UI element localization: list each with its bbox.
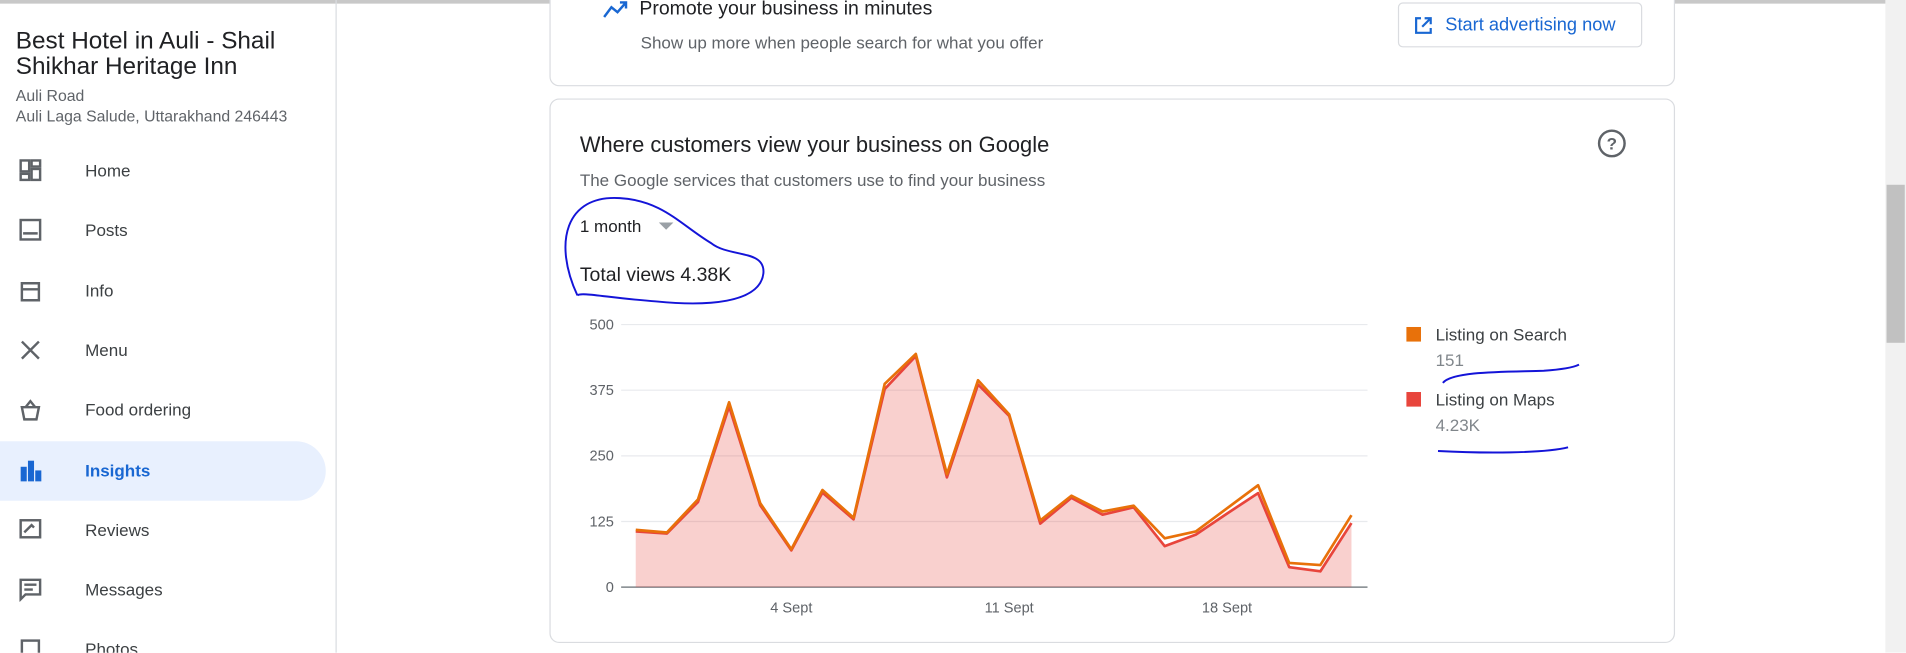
nav-item[interactable]: Messages (0, 560, 326, 620)
nav-label: Menu (85, 340, 128, 360)
nav-item[interactable]: Insights (0, 440, 326, 501)
plot-area: 0 125 250 375 500 4 Sept 11 Sept 18 Sept Listing… (590, 317, 1567, 616)
nav-icon (19, 219, 42, 242)
promo-title: Promote your business in minutes (639, 0, 933, 20)
insights-title: Where customers view your business on Go… (579, 132, 1050, 157)
nav-icon (19, 159, 42, 182)
nav-icon (20, 399, 41, 421)
nav-item[interactable]: Food ordering (0, 381, 326, 441)
nav-icon (21, 340, 40, 360)
nav-icon (20, 281, 41, 301)
address-line: Auli Laga Salude, Uttarakhand 246443 (15, 106, 288, 126)
legend-label: Listing on Search (1436, 325, 1567, 344)
promo-card: Promote your business in minutes Show up… (549, 0, 1676, 87)
insights-card: Where customers view your business on Go… (549, 98, 1676, 644)
business-name: Best Hotel in Auli - Shail Shikhar Herit… (15, 27, 276, 81)
dropdown-arrow (658, 222, 674, 230)
annotation-circle (564, 197, 765, 305)
nav-item[interactable]: Posts (0, 201, 326, 261)
nav-icon (19, 518, 42, 539)
y-tick-label: 125 (590, 514, 614, 530)
x-tick-label: 11 Sept (985, 601, 1034, 617)
x-tick-label: 4 Sept (770, 601, 812, 617)
nav-icon (20, 460, 42, 481)
y-tick-label: 375 (590, 383, 614, 399)
nav-item[interactable]: Reviews (0, 501, 326, 561)
help-icon-glyph: ? (1607, 135, 1617, 154)
area-fill (635, 356, 1352, 588)
legend-label: Listing on Maps (1436, 390, 1555, 409)
nav-label: Info (85, 280, 114, 300)
y-tick-label: 0 (606, 580, 614, 596)
nav-icon (20, 639, 41, 653)
nav-label: Food ordering (85, 400, 192, 420)
x-tick-label: 18 Sept (1202, 601, 1252, 617)
nav-icon (19, 578, 42, 602)
nav-label: Messages (85, 579, 163, 600)
nav-item[interactable]: Home (0, 141, 326, 201)
nav-label: Posts (85, 220, 128, 240)
period-dropdown[interactable]: 1 month (579, 216, 642, 236)
nav-label: Reviews (85, 520, 150, 540)
y-tick-label: 250 (590, 449, 614, 465)
legend-swatch (1406, 326, 1421, 342)
nav-label: Insights (85, 460, 151, 480)
trend-icon (603, 1, 628, 18)
annotation-underline (1442, 363, 1580, 384)
annotation-underline (1437, 446, 1569, 454)
advertise-button[interactable]: Start advertising now (1397, 2, 1643, 48)
legend-total: 4.23K (1436, 416, 1481, 435)
external-icon (1415, 17, 1432, 34)
sidebar: Best Hotel in Auli - Shail Shikhar Herit… (0, 0, 337, 653)
nav-item[interactable]: Info (0, 261, 326, 321)
promo-subtitle: Show up more when people search for what… (640, 32, 1044, 53)
scrollbar-thumb[interactable] (1886, 184, 1905, 343)
advertise-label: Start advertising now (1445, 14, 1616, 36)
nav-item[interactable]: Photos (0, 620, 326, 653)
series-line (635, 352, 1353, 567)
help-icon[interactable] (1597, 129, 1626, 158)
nav-label: Photos (85, 639, 139, 653)
address-line: Auli Road (15, 86, 85, 105)
nav-label: Home (85, 160, 131, 180)
legend-swatch (1406, 392, 1421, 407)
total-views: Total views 4.38K (579, 264, 732, 286)
nav-item[interactable]: Menu (0, 321, 326, 381)
insights-subtitle: The Google services that customers use t… (579, 170, 1046, 190)
legend-total: 151 (1436, 351, 1464, 370)
y-tick-label: 500 (590, 317, 614, 333)
